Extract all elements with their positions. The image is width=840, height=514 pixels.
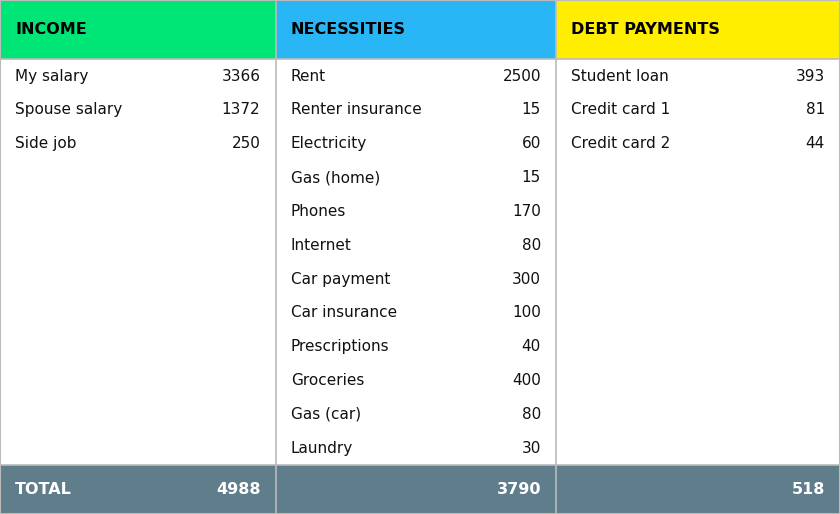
Text: Gas (car): Gas (car) — [291, 407, 360, 422]
Text: INCOME: INCOME — [15, 22, 87, 37]
Text: 80: 80 — [522, 237, 541, 253]
Text: 60: 60 — [522, 136, 541, 151]
Text: Spouse salary: Spouse salary — [15, 102, 123, 117]
Text: 30: 30 — [522, 440, 541, 456]
Text: NECESSITIES: NECESSITIES — [291, 22, 406, 37]
Text: Laundry: Laundry — [291, 440, 353, 456]
Text: 393: 393 — [795, 68, 825, 84]
Text: Renter insurance: Renter insurance — [291, 102, 422, 117]
Text: 4988: 4988 — [216, 482, 260, 497]
Text: Gas (home): Gas (home) — [291, 170, 380, 185]
Text: Phones: Phones — [291, 204, 346, 219]
Text: Groceries: Groceries — [291, 373, 364, 388]
Text: 44: 44 — [806, 136, 825, 151]
Text: 250: 250 — [232, 136, 260, 151]
Bar — [556, 0, 840, 59]
Text: 81: 81 — [806, 102, 825, 117]
Text: 170: 170 — [512, 204, 541, 219]
Text: Electricity: Electricity — [291, 136, 367, 151]
Text: 100: 100 — [512, 305, 541, 320]
Text: DEBT PAYMENTS: DEBT PAYMENTS — [571, 22, 720, 37]
Text: Side job: Side job — [15, 136, 76, 151]
Text: Prescriptions: Prescriptions — [291, 339, 389, 354]
Bar — [556, 465, 840, 514]
Text: 518: 518 — [791, 482, 825, 497]
Text: 400: 400 — [512, 373, 541, 388]
Text: 80: 80 — [522, 407, 541, 422]
Text: 40: 40 — [522, 339, 541, 354]
Bar — [276, 59, 556, 465]
Bar — [0, 465, 276, 514]
Text: Credit card 1: Credit card 1 — [571, 102, 670, 117]
Text: 3366: 3366 — [222, 68, 260, 84]
Bar — [0, 0, 276, 59]
Text: My salary: My salary — [15, 68, 88, 84]
Text: Credit card 2: Credit card 2 — [571, 136, 670, 151]
Text: 2500: 2500 — [502, 68, 541, 84]
Text: Car payment: Car payment — [291, 271, 390, 287]
Text: Student loan: Student loan — [571, 68, 669, 84]
Text: 15: 15 — [522, 102, 541, 117]
Text: Rent: Rent — [291, 68, 326, 84]
Text: 15: 15 — [522, 170, 541, 185]
Bar — [276, 465, 556, 514]
Text: 300: 300 — [512, 271, 541, 287]
Text: 1372: 1372 — [222, 102, 260, 117]
Text: Internet: Internet — [291, 237, 351, 253]
Bar — [556, 59, 840, 465]
Text: Car insurance: Car insurance — [291, 305, 396, 320]
Text: TOTAL: TOTAL — [15, 482, 72, 497]
Bar — [276, 0, 556, 59]
Text: 3790: 3790 — [496, 482, 541, 497]
Bar — [0, 59, 276, 465]
